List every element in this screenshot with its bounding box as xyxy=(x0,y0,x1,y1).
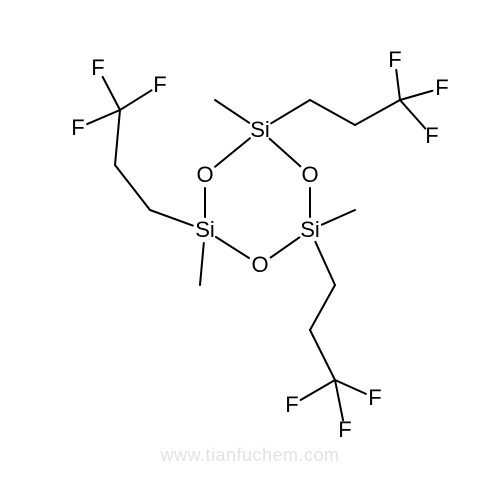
atom-f-left-a: F xyxy=(71,117,84,139)
bond-layer xyxy=(0,0,500,500)
atom-si-right: Si xyxy=(300,219,320,241)
atom-o-tr: O xyxy=(301,164,318,186)
atom-f-right-c: F xyxy=(338,419,351,441)
atom-si-left: Si xyxy=(195,219,215,241)
atom-f-left-c: F xyxy=(153,74,166,96)
atom-f-top-a: F xyxy=(388,49,401,71)
watermark-text: www.tianfuchem.com xyxy=(160,445,339,466)
atom-f-right-b: F xyxy=(368,387,381,409)
atom-f-top-b: F xyxy=(435,77,448,99)
atom-o-tl: O xyxy=(196,164,213,186)
atom-o-bot: O xyxy=(251,254,268,276)
atom-f-right-a: F xyxy=(285,394,298,416)
atom-f-left-b: F xyxy=(91,57,104,79)
atom-si-top: Si xyxy=(250,119,270,141)
molecule-canvas: Si O Si O Si O F F F F F F F F F www.tia… xyxy=(0,0,500,500)
atom-f-top-c: F xyxy=(425,125,438,147)
